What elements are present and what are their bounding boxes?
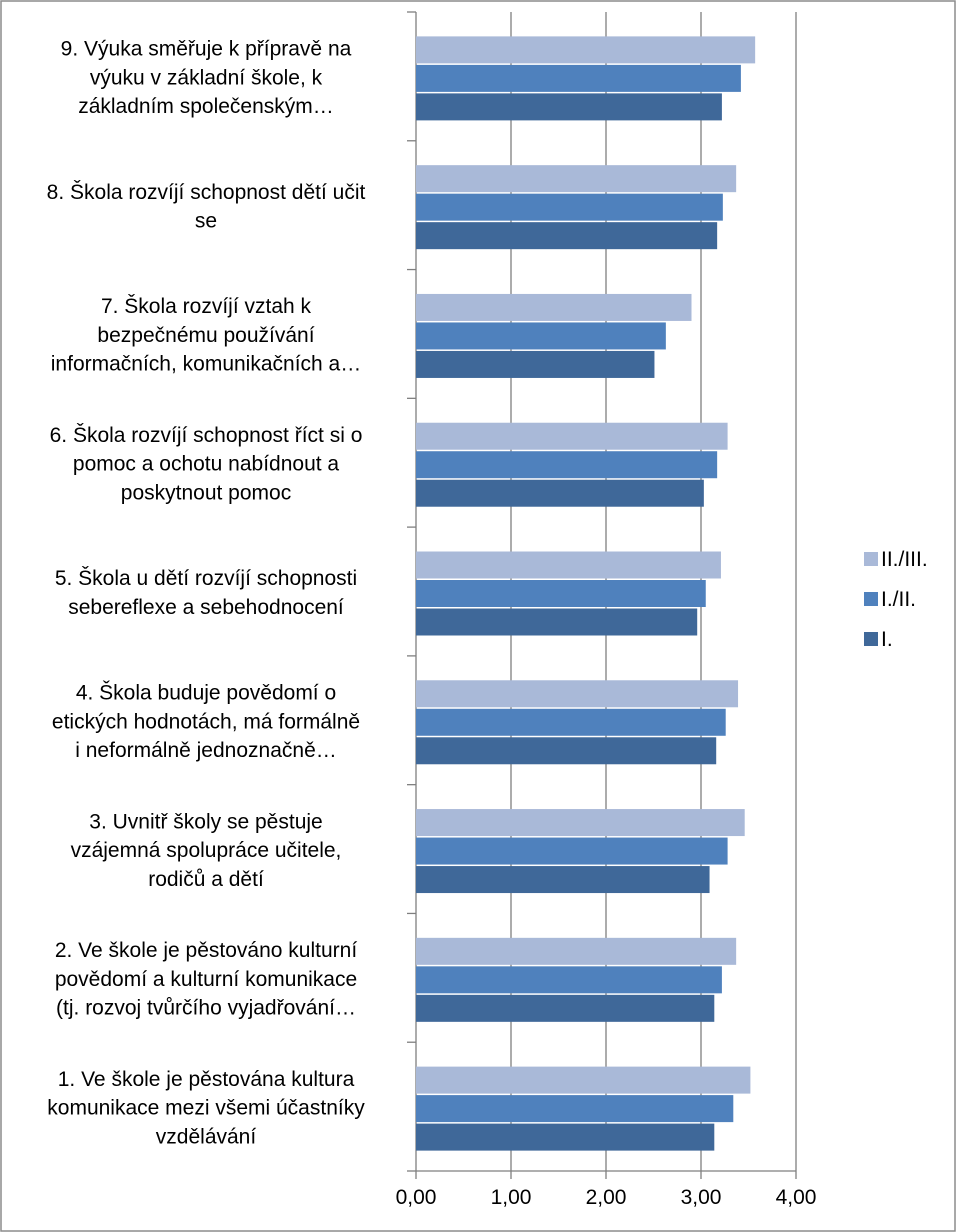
legend-label: I./II. [881, 588, 916, 611]
category-label: základním společenským… [78, 95, 334, 118]
category-label: etických hodnotách, má formálně [52, 710, 360, 733]
category-label: pomoc a ochotu nabídnout a [73, 453, 340, 476]
category-label: i neformálně jednoznačně… [75, 739, 337, 762]
category-label: 9. Výuka směřuje k přípravě na [61, 38, 352, 61]
x-tick-label: 4,00 [776, 1186, 817, 1209]
category-label: 6. Škola rozvíjí schopnost říct si o [50, 424, 363, 447]
bar [416, 837, 728, 865]
bar [416, 866, 710, 894]
legend-label: I. [881, 628, 893, 651]
bar [416, 193, 723, 221]
category-label: 2. Ve škole je pěstováno kulturní [55, 939, 358, 962]
bar [416, 1095, 734, 1123]
category-label: se [195, 210, 217, 233]
category-label: povědomí a kulturní komunikace [55, 968, 357, 991]
bar [416, 737, 717, 765]
x-tick-label: 0,00 [396, 1186, 437, 1209]
legend-swatch [864, 632, 878, 646]
x-tick-label: 1,00 [491, 1186, 532, 1209]
category-label: výuku v základní škole, k [90, 66, 323, 89]
category-label: rodičů a dětí [148, 868, 264, 891]
bar [416, 293, 692, 321]
bar [416, 1066, 751, 1094]
bar [416, 350, 655, 378]
category-label: sebereflexe a sebehodnocení [68, 596, 344, 619]
bar [416, 36, 756, 64]
bar [416, 64, 741, 92]
legend-swatch [864, 552, 878, 566]
category-label: 4. Škola buduje povědomí o [76, 682, 336, 705]
bar [416, 479, 704, 507]
bar [416, 608, 698, 636]
bar [416, 708, 726, 736]
category-label: 7. Škola rozvíjí vztah k [101, 295, 312, 318]
category-label: informačních, komunikačních a… [51, 353, 361, 376]
bar [416, 580, 706, 607]
category-label: 5. Škola u dětí rozvíjí schopnosti [55, 567, 357, 590]
legend-swatch [864, 592, 878, 606]
bar [416, 451, 718, 479]
bar [416, 966, 722, 994]
bar [416, 422, 728, 450]
category-label: komunikace mezi všemi účastníky [47, 1097, 365, 1120]
bar [416, 322, 666, 350]
bar [416, 994, 715, 1022]
category-label: vzájemná spolupráce učitele, [71, 839, 342, 862]
legend-label: II./III. [881, 548, 928, 571]
bar [416, 551, 721, 579]
category-label: poskytnout pomoc [121, 481, 291, 504]
bar [416, 222, 718, 250]
x-tick-label: 2,00 [586, 1186, 627, 1209]
category-label: 1. Ve škole je pěstována kultura [58, 1068, 355, 1091]
category-label: (tj. rozvoj tvůrčího vyjadřování… [56, 997, 356, 1020]
bar [416, 937, 737, 965]
bar [416, 165, 737, 193]
category-label: bezpečnému používání [97, 324, 314, 347]
bar [416, 809, 745, 837]
category-label: 3. Uvnitř školy se pěstuje [89, 810, 322, 833]
bar [416, 93, 722, 121]
category-label: 8. Škola rozvíjí schopnost dětí učit [47, 181, 366, 204]
category-label: vzdělávání [156, 1125, 257, 1148]
bar [416, 1123, 715, 1151]
bar [416, 680, 739, 708]
x-tick-label: 3,00 [681, 1186, 722, 1209]
